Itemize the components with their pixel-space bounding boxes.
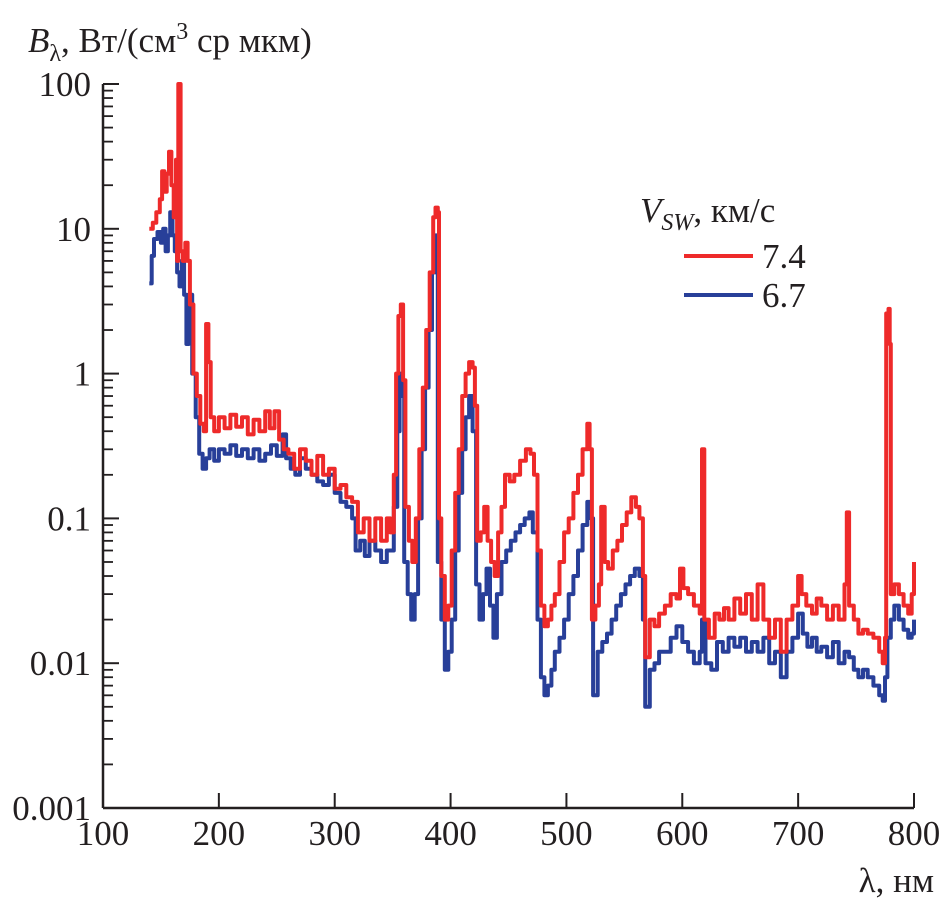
x-tick-label: 100 [77,814,130,853]
legend-title-units: , км/с [693,191,775,230]
y-tick-label: 0.01 [30,644,91,683]
x-tick-label: 400 [424,814,477,853]
x-tick-label: 800 [888,814,941,853]
x-tick-label: 200 [193,814,246,853]
legend: VSW, км/с 7.4 6.7 [640,191,806,315]
y-axis-title-symbol: B [28,21,49,60]
series-layer [149,82,916,709]
series-line-blue-6-7 [149,210,916,709]
y-axis-title-units-suffix: ср мкм) [188,21,312,60]
y-axis-title: Bλ, Вт/(см3 ср мкм) [28,19,312,67]
y-tick-label: 100 [39,65,92,104]
y-axis-title-superscript: 3 [176,19,188,45]
y-axis-title-units: , Вт/(см [61,21,176,60]
y-tick-label: 0.1 [47,499,91,538]
y-ticks: 100 10 1 0.1 0.01 0.001 [12,65,119,828]
legend-title-subscript: SW [661,210,695,236]
x-tick-label: 300 [308,814,361,853]
legend-title: VSW, км/с [640,191,775,236]
x-tick-label: 500 [540,814,593,853]
legend-label-blue: 6.7 [762,276,806,315]
series-line-red-7-4 [149,82,916,666]
legend-title-symbol: V [640,191,665,230]
x-tick-label: 700 [772,814,825,853]
y-tick-label: 0.001 [12,789,91,828]
x-axis-title: λ, нм [859,861,934,900]
y-tick-label: 1 [74,355,92,394]
y-tick-label: 10 [56,210,91,249]
x-ticks: 100 200 300 400 500 600 700 800 [77,793,941,853]
x-tick-label: 600 [656,814,709,853]
y-axis-title-subscript: λ [49,41,61,67]
axes [101,84,914,810]
legend-label-red: 7.4 [762,237,806,276]
